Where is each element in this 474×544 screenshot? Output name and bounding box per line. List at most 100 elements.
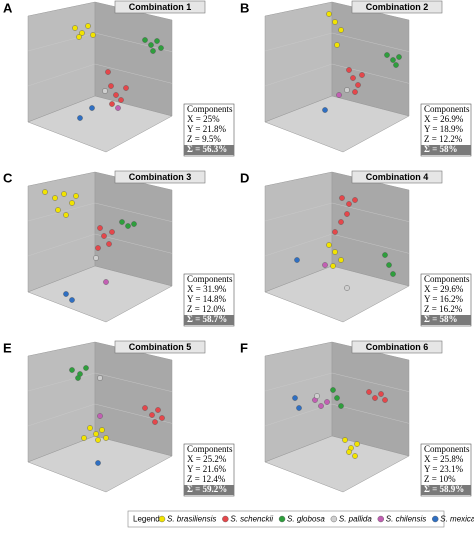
point bbox=[382, 252, 388, 258]
grid bbox=[264, 372, 333, 392]
point bbox=[103, 435, 109, 441]
panel-letter: E bbox=[3, 340, 12, 355]
grid bbox=[94, 403, 173, 424]
point bbox=[103, 279, 109, 285]
component-text: X = 31.9% bbox=[187, 284, 227, 294]
point bbox=[102, 88, 108, 94]
point bbox=[352, 89, 358, 95]
point bbox=[359, 72, 365, 78]
floor bbox=[27, 265, 173, 323]
legend-swatch bbox=[158, 515, 166, 523]
point bbox=[95, 437, 101, 443]
point bbox=[352, 453, 358, 459]
point bbox=[95, 460, 101, 466]
component-text: Z = 10% bbox=[424, 474, 456, 484]
component-text: Z = 12.4% bbox=[187, 474, 226, 484]
point bbox=[131, 221, 137, 227]
point bbox=[294, 257, 300, 263]
component-text: Components bbox=[424, 104, 470, 114]
grid bbox=[331, 233, 410, 254]
point bbox=[61, 191, 67, 197]
panel-letter: F bbox=[240, 340, 248, 355]
floor bbox=[264, 435, 410, 493]
point bbox=[314, 393, 320, 399]
point bbox=[336, 92, 342, 98]
grid bbox=[27, 63, 96, 87]
component-text: Σ = 58% bbox=[424, 314, 458, 324]
grid bbox=[264, 32, 333, 52]
point bbox=[318, 403, 324, 409]
point bbox=[155, 407, 161, 413]
grid bbox=[27, 372, 96, 392]
point bbox=[384, 52, 390, 58]
point bbox=[142, 405, 148, 411]
panel-title: Combination 3 bbox=[129, 172, 192, 182]
component-text: Components bbox=[424, 444, 470, 454]
title-box bbox=[114, 170, 206, 184]
component-text: Y = 21.6% bbox=[187, 464, 226, 474]
point bbox=[390, 57, 396, 63]
point bbox=[115, 105, 121, 111]
panel-title: Combination 4 bbox=[366, 172, 429, 182]
point bbox=[339, 195, 345, 201]
legend-label: S. chilensis bbox=[386, 515, 426, 524]
point bbox=[150, 48, 156, 54]
point bbox=[390, 271, 396, 277]
point bbox=[332, 249, 338, 255]
sum-bg bbox=[421, 485, 471, 495]
component-text: Y = 23.1% bbox=[424, 464, 463, 474]
grid bbox=[27, 202, 96, 222]
sum-bg bbox=[184, 485, 234, 495]
floor bbox=[27, 95, 173, 153]
point bbox=[149, 412, 155, 418]
panel-title: Combination 6 bbox=[366, 342, 429, 352]
point bbox=[105, 69, 111, 75]
point bbox=[101, 233, 107, 239]
point bbox=[85, 23, 91, 29]
point bbox=[338, 257, 344, 263]
point bbox=[350, 75, 356, 81]
point bbox=[77, 115, 83, 121]
point bbox=[355, 82, 361, 88]
point bbox=[372, 395, 378, 401]
point bbox=[109, 101, 115, 107]
point bbox=[324, 399, 330, 405]
panel-title: Combination 5 bbox=[129, 342, 192, 352]
panel-letter: B bbox=[240, 0, 249, 15]
point bbox=[75, 375, 81, 381]
point bbox=[89, 105, 95, 111]
point bbox=[338, 27, 344, 33]
point bbox=[326, 242, 332, 248]
panel-title: Combination 1 bbox=[129, 2, 192, 12]
point bbox=[142, 37, 148, 43]
title-box bbox=[351, 170, 443, 184]
point bbox=[322, 262, 328, 268]
point bbox=[378, 391, 384, 397]
component-text: Y = 14.8% bbox=[187, 294, 226, 304]
component-text: Z = 12.2% bbox=[424, 134, 463, 144]
point bbox=[87, 425, 93, 431]
component-text: Components bbox=[187, 444, 233, 454]
legend-swatch bbox=[377, 515, 384, 523]
point bbox=[63, 291, 69, 297]
point bbox=[322, 107, 328, 113]
legend-swatch bbox=[432, 515, 439, 523]
floor bbox=[264, 265, 410, 323]
component-text: Y = 16.2% bbox=[424, 294, 463, 304]
point bbox=[338, 219, 344, 225]
sum-bg bbox=[184, 315, 234, 325]
title-box bbox=[351, 340, 443, 354]
point bbox=[69, 367, 75, 373]
point bbox=[354, 441, 360, 447]
point bbox=[154, 38, 160, 44]
legend-label: S. mexicana bbox=[440, 515, 474, 524]
component-text: Σ = 58.7% bbox=[187, 314, 227, 324]
grid bbox=[331, 32, 410, 52]
point bbox=[93, 431, 99, 437]
panel-letter: A bbox=[3, 0, 13, 15]
